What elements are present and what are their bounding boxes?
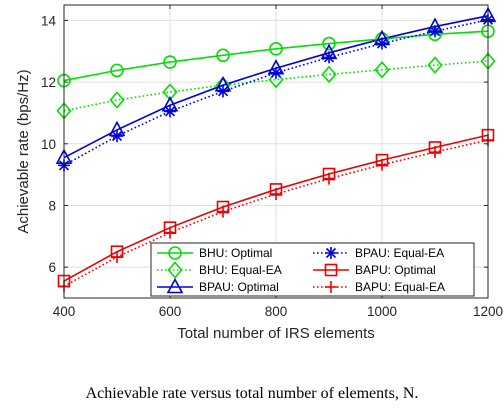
legend-marker-4 [324,263,338,277]
x-tick-label: 1200 [473,304,503,319]
legend-marker-5 [325,281,337,293]
series-0-point [163,55,177,69]
x-tick-label: 1000 [367,304,397,319]
series-3-point [376,37,388,50]
series-line-3 [63,19,489,167]
series-0-point [110,63,124,78]
x-tick-label: 800 [265,304,288,319]
legend-label-4: BAPU: Optimal [355,263,436,277]
series-3-point [111,130,123,143]
legend: BHU: Optimal BHU: Equal-EA BPAU: Optimal BP… [150,242,475,297]
series-markers [55,6,497,293]
series-1-point [162,83,178,101]
y-tick-label: 12 [41,75,56,90]
legend-box [150,242,475,297]
figure-caption: Achievable rate versus total number of e… [86,385,419,402]
x-tick-label: 400 [53,304,76,319]
y-tick-label: 10 [41,137,56,152]
legend-label-3: BPAU: Equal-EA [355,246,444,260]
series-5-point [217,205,229,218]
series-3-point [323,51,335,64]
series-line-1 [63,60,489,112]
legend-marker-3 [325,247,337,259]
series-5-point [376,158,388,171]
series-3-point [270,66,282,79]
series-3-point [217,85,229,98]
x-tick-label: 600 [159,304,182,319]
x-axis-label: Total number of IRS elements [177,325,375,342]
legend-marker-1 [167,261,183,279]
series-1-point [427,56,443,74]
series-0-point [269,41,283,56]
legend-marker-2 [166,277,184,294]
legend-label-0: BHU: Optimal [199,246,272,260]
series-3-point [429,25,441,38]
series-1-point [321,65,337,84]
series-3-point [164,105,176,118]
series-5-point [164,226,176,239]
series-1-point [374,61,390,79]
y-axis-label: Achievable rate (bps/Hz) [15,69,32,233]
series-line-0 [63,30,489,82]
y-tick-label: 14 [41,13,57,28]
series-5-point [111,250,123,263]
series-line-5 [63,139,489,287]
legend-marker-0 [168,246,182,260]
tick-labels: 400 600 800 1000 1200 6 8 10 12 14 [41,13,503,319]
y-tick-label: 6 [48,260,56,275]
series-0-point [322,36,336,51]
legend-label-1: BHU: Equal-EA [199,263,282,277]
y-tick-label: 8 [48,198,56,213]
series-5-point [429,146,441,159]
series-5-point [270,188,282,201]
series-0-point [216,48,230,63]
series-5-point [323,172,335,185]
series-1-point [109,91,125,109]
legend-label-5: BAPU: Equal-EA [355,280,445,294]
legend-label-2: BPAU: Optimal [199,280,279,294]
